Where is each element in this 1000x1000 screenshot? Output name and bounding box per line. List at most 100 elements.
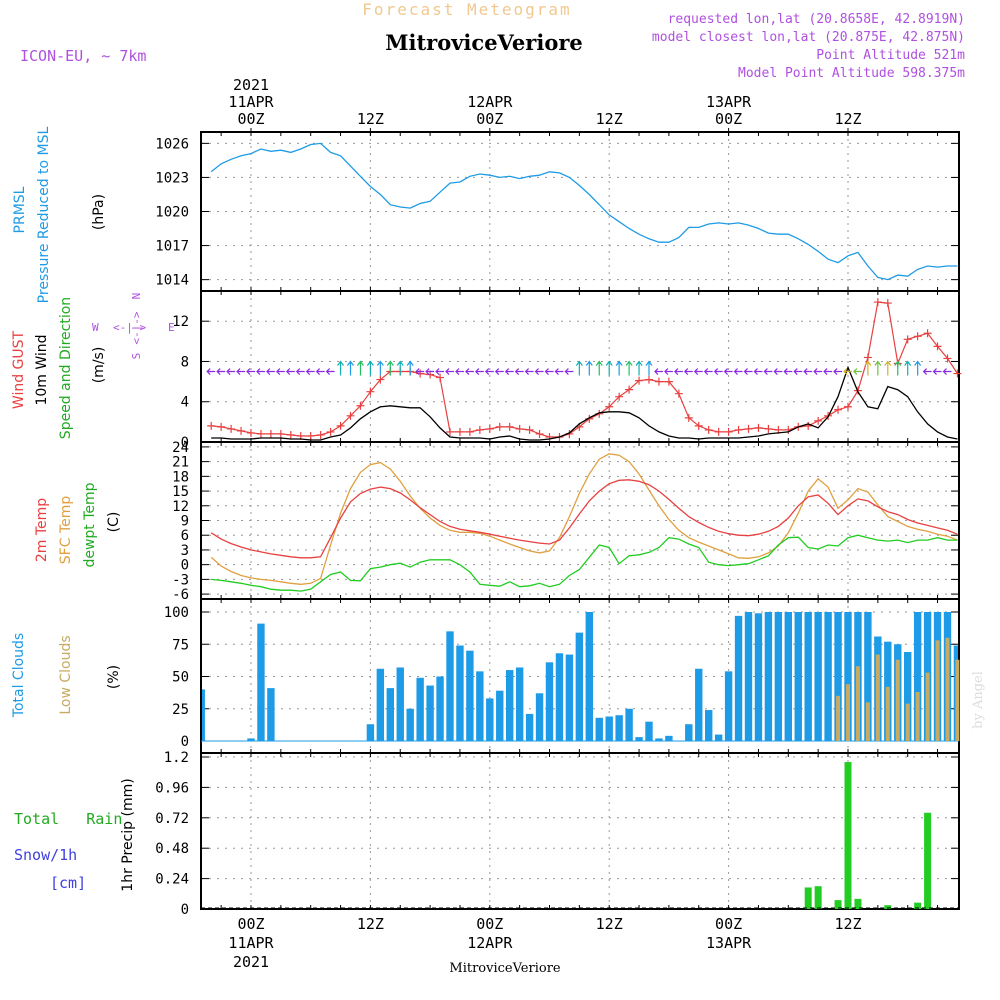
wind-speed-direction-label: Speed and Direction: [58, 297, 74, 439]
gust-marker: [694, 421, 703, 430]
wind-arrow: [922, 368, 932, 375]
wind-arrow: [256, 368, 265, 375]
total-cloud-bar: [605, 716, 613, 741]
total-cloud-bar: [496, 690, 504, 741]
gust-marker: [625, 385, 634, 394]
wind-arrow: [347, 360, 354, 376]
ytick-label: 15: [172, 484, 189, 500]
gust-marker: [525, 425, 534, 434]
gust-marker: [247, 428, 255, 437]
ytick-label: 100: [164, 605, 189, 621]
dewpoint-line: [211, 534, 958, 592]
temp-sfc-label: SFC Temp: [58, 496, 74, 565]
gust-marker: [446, 427, 454, 436]
low-cloud-bar: [935, 640, 940, 741]
gust-marker: [495, 422, 504, 431]
bottom-location-label: MitroviceVeriore: [449, 961, 561, 976]
ytick-label: 6: [181, 528, 189, 544]
top-time-label: 12Z: [357, 110, 384, 128]
gust-marker: [654, 377, 663, 386]
total-cloud-bar: [585, 612, 593, 741]
wind-arrow: [366, 360, 374, 376]
gust-marker: [903, 335, 912, 344]
wind-arrow: [674, 368, 683, 375]
gust-marker: [346, 411, 355, 420]
total-cloud-bar: [476, 671, 484, 741]
gust-marker: [326, 427, 335, 436]
wind-arrow: [932, 368, 942, 375]
ytick-label: -6: [172, 587, 189, 603]
total-cloud-bar: [714, 734, 723, 741]
low-cloud-bar: [846, 684, 850, 741]
gust-marker: [635, 376, 644, 385]
total-cloud-bar: [844, 612, 852, 741]
wind-arrow: [585, 360, 593, 376]
wind-arrow: [484, 368, 494, 375]
gust-marker: [933, 342, 942, 351]
gust-marker: [953, 369, 962, 378]
top-time-label: 00Z: [476, 110, 503, 128]
wind-arrow: [325, 368, 335, 375]
ytick-label: 25: [172, 702, 189, 718]
bottom-time-label: 11APR: [228, 934, 274, 952]
low-cloud-bar: [905, 703, 910, 741]
wind-arrow: [206, 368, 216, 375]
wind-arrow: [285, 368, 295, 375]
gust-marker: [376, 375, 385, 384]
gust-marker: [814, 416, 823, 425]
total-cloud-bar: [595, 717, 603, 741]
precip-panel: 0 0.24 0.48 0.72 0.96 1.2: [155, 750, 960, 918]
total-cloud-bar: [615, 715, 623, 741]
wind-arrow: [605, 360, 613, 376]
gust-marker: [844, 402, 852, 411]
gust-line: [211, 301, 958, 438]
total-cloud-bar: [202, 689, 205, 741]
total-cloud-bar: [685, 724, 693, 741]
gust-marker: [714, 427, 723, 436]
low-cloud-bar: [885, 686, 890, 741]
wind-arrow: [246, 368, 255, 375]
wind-arrow: [813, 368, 823, 375]
wind-arrow: [445, 368, 454, 375]
gust-marker: [744, 424, 753, 433]
gust-marker: [266, 429, 275, 438]
gust-marker: [336, 421, 345, 430]
low-cloud-bar: [915, 691, 920, 741]
wind-gust-label: Wind GUST: [11, 330, 27, 409]
gust-marker: [923, 329, 932, 338]
wind-arrow: [904, 360, 912, 376]
rain-bar: [814, 886, 822, 909]
gust-marker: [883, 299, 892, 308]
bottom-time-label: 00Z: [476, 915, 503, 933]
wind-arrow: [864, 360, 872, 376]
point-altitude: Point Altitude 521m: [816, 48, 965, 63]
compass-north: N: [130, 293, 143, 300]
gust-marker: [535, 429, 544, 438]
total-cloud-bar: [784, 612, 792, 741]
pressure-line: [210, 142, 958, 281]
gust-marker: [605, 402, 614, 411]
snow-unit-label: [cm]: [50, 874, 86, 892]
gust-marker: [863, 353, 872, 362]
top-time-label: 00Z: [715, 110, 742, 128]
compass-ns-arrows: <-|->: [130, 311, 143, 344]
low-cloud-bar: [836, 695, 841, 741]
gust-marker: [485, 424, 494, 433]
gust-marker: [227, 424, 236, 433]
ytick-label: 0: [181, 558, 189, 574]
bottom-time-label: 00Z: [715, 915, 742, 933]
snow-label: Snow/1h: [14, 846, 77, 864]
ytick-label: 1023: [155, 170, 189, 186]
wind-arrow: [356, 360, 364, 376]
wind-arrow: [793, 368, 803, 375]
top-time-label: 12APR: [467, 93, 513, 111]
ytick-label: 12: [172, 499, 189, 515]
ytick-label: 0: [181, 435, 189, 451]
requested-coordinates: requested lon,lat (20.8658E, 42.8919N): [668, 12, 965, 27]
location-title: MitroviceVeriore: [385, 30, 583, 55]
total-cloud-bar: [705, 710, 713, 741]
ytick-label: 50: [172, 670, 189, 686]
gust-marker: [436, 373, 445, 382]
wind-arrow: [376, 360, 384, 376]
total-cloud-bar: [565, 654, 574, 741]
